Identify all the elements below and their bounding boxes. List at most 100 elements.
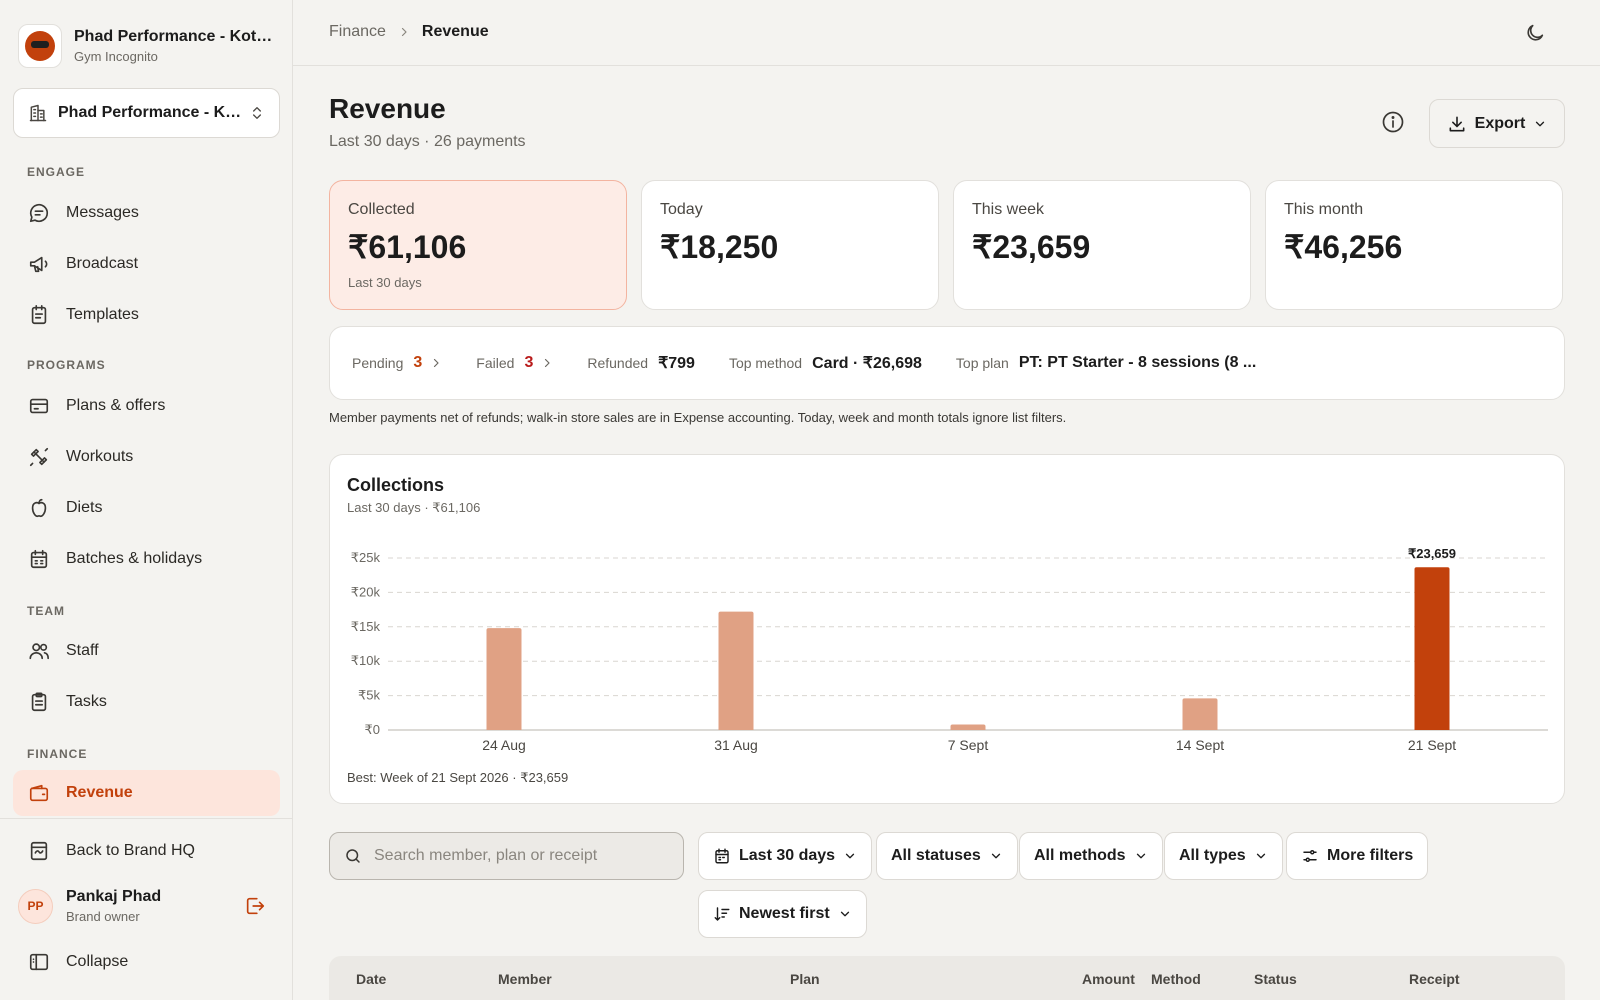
breadcrumb-finance[interactable]: Finance bbox=[329, 23, 386, 40]
sidebar-item-messages[interactable]: Messages bbox=[13, 190, 280, 236]
pending-summary[interactable]: Pending 3 bbox=[352, 354, 442, 372]
chevron-down-icon bbox=[1533, 117, 1547, 131]
moon-icon bbox=[1524, 22, 1546, 44]
page-title: Revenue bbox=[329, 93, 446, 124]
y-tick-label: ₹10k bbox=[351, 653, 381, 668]
user-name: Pankaj Phad bbox=[66, 888, 162, 905]
sidebar-item-broadcast[interactable]: Broadcast bbox=[13, 241, 280, 287]
column-header-member[interactable]: Member bbox=[498, 971, 552, 987]
user-profile: PP Pankaj Phad Brand owner bbox=[18, 886, 280, 926]
failed-summary[interactable]: Failed 3 bbox=[476, 354, 553, 372]
info-button[interactable] bbox=[1379, 108, 1407, 136]
breadcrumb-revenue: Revenue bbox=[421, 23, 489, 40]
collections-chart-card: ₹0 ₹5k ₹10k ₹15k ₹20k ₹25k 24 Aug 31 Aug 7 Sept 1… bbox=[329, 454, 1565, 804]
search-input[interactable] bbox=[374, 847, 664, 865]
sidebar-item-templates[interactable]: Templates bbox=[13, 292, 280, 338]
more-filters-button[interactable]: More filters bbox=[1286, 832, 1429, 880]
type-filter[interactable]: All types bbox=[1164, 832, 1283, 880]
back-to-hq-link[interactable]: Back to Brand HQ bbox=[13, 828, 280, 874]
status-filter[interactable]: All statuses bbox=[876, 832, 1018, 880]
user-role: Brand owner bbox=[66, 909, 140, 924]
top-method-summary: Top method Card · ₹26,698 bbox=[729, 353, 922, 373]
date-range-filter[interactable]: Last 30 days bbox=[698, 832, 873, 880]
top-method-value: Card · ₹26,698 bbox=[812, 355, 922, 372]
template-icon bbox=[28, 304, 50, 326]
chevron-right-icon bbox=[541, 357, 553, 369]
stat-label: Today bbox=[660, 201, 703, 218]
sidebar-item-tasks[interactable]: Tasks bbox=[13, 679, 280, 725]
search-field[interactable] bbox=[329, 832, 684, 880]
theme-toggle-button[interactable] bbox=[1520, 18, 1550, 48]
info-icon bbox=[1381, 110, 1405, 134]
sort-select[interactable]: Newest first bbox=[698, 890, 867, 938]
status-filter-label: All statuses bbox=[891, 847, 981, 864]
column-header-receipt[interactable]: Receipt bbox=[1409, 971, 1460, 987]
sidebar-item-label: Batches & holidays bbox=[66, 550, 203, 567]
collections-chart: ₹0 ₹5k ₹10k ₹15k ₹20k ₹25k 24 Aug 31 Aug 7 Sept 1… bbox=[351, 546, 1548, 753]
column-header-amount[interactable]: Amount bbox=[1082, 971, 1135, 987]
y-tick-label: ₹0 bbox=[364, 722, 380, 737]
data-label: ₹23,659 bbox=[1408, 546, 1456, 561]
stat-label: This week bbox=[972, 201, 1045, 218]
sidebar-item-workouts[interactable]: Workouts bbox=[13, 434, 280, 480]
date-range-label: Last 30 days bbox=[739, 847, 836, 864]
export-button[interactable]: Export bbox=[1429, 99, 1565, 148]
sidebar-item-staff[interactable]: Staff bbox=[13, 628, 280, 674]
collapse-button[interactable]: Collapse bbox=[13, 939, 280, 985]
refunded-summary: Refunded ₹799 bbox=[587, 353, 695, 373]
y-tick-label: ₹25k bbox=[351, 550, 381, 565]
section-label-programs: PROGRAMS bbox=[27, 358, 106, 372]
method-filter-label: All methods bbox=[1034, 847, 1126, 864]
x-tick-label: 14 Sept bbox=[1176, 737, 1224, 753]
stat-note: Last 30 days bbox=[348, 275, 422, 290]
download-icon bbox=[1447, 114, 1467, 134]
chevron-right-icon bbox=[430, 357, 442, 369]
org-header[interactable]: Phad Performance - Kothrud Gym Incognito bbox=[18, 24, 280, 68]
stat-label: Collected bbox=[348, 201, 415, 218]
breadcrumb: Finance Revenue bbox=[329, 23, 489, 41]
payments-table-header: Date Member Plan Amount Method Status Re… bbox=[329, 956, 1565, 1000]
column-header-status[interactable]: Status bbox=[1254, 971, 1297, 987]
logout-icon[interactable] bbox=[244, 895, 266, 917]
chevron-down-icon bbox=[843, 849, 857, 863]
x-tick-label: 31 Aug bbox=[714, 737, 758, 753]
apple-icon bbox=[28, 497, 50, 519]
stat-card-collected[interactable]: Collected ₹61,106 Last 30 days bbox=[329, 180, 627, 310]
sidebar-item-diets[interactable]: Diets bbox=[13, 485, 280, 531]
bar bbox=[950, 724, 986, 730]
clipboard-icon bbox=[28, 691, 50, 713]
branch-selector[interactable]: Phad Performance - Kothrud bbox=[13, 88, 280, 138]
sidebar-item-label: Plans & offers bbox=[66, 397, 166, 414]
bar bbox=[1182, 698, 1218, 730]
stat-value: ₹61,106 bbox=[348, 229, 467, 265]
sidebar-collapse-icon bbox=[28, 951, 50, 973]
section-label-finance: FINANCE bbox=[27, 747, 88, 761]
org-name: Phad Performance - Kothrud bbox=[74, 28, 274, 45]
sidebar-item-label: Templates bbox=[66, 306, 139, 323]
back-to-hq-label: Back to Brand HQ bbox=[66, 842, 195, 859]
search-icon bbox=[344, 847, 362, 865]
pending-label: Pending bbox=[352, 355, 404, 371]
bar-highlight bbox=[1414, 567, 1450, 730]
export-label: Export bbox=[1474, 114, 1526, 132]
dumbbell-icon bbox=[28, 446, 50, 468]
sidebar-item-batches[interactable]: Batches & holidays bbox=[13, 536, 280, 582]
column-header-date[interactable]: Date bbox=[356, 971, 387, 987]
column-header-method[interactable]: Method bbox=[1151, 971, 1201, 987]
y-tick-label: ₹5k bbox=[358, 688, 381, 703]
stat-value: ₹23,659 bbox=[972, 229, 1091, 265]
refunded-label: Refunded bbox=[587, 355, 649, 371]
summary-strip: Pending 3 Failed 3 Refunded ₹799 Top met… bbox=[329, 326, 1565, 400]
calendar-icon bbox=[28, 548, 50, 570]
method-filter[interactable]: All methods bbox=[1019, 832, 1163, 880]
chevron-up-down-icon bbox=[249, 105, 265, 121]
sidebar-item-revenue[interactable]: Revenue bbox=[13, 770, 280, 816]
chart-title: Collections bbox=[347, 475, 445, 495]
sidebar-item-label: Revenue bbox=[66, 784, 133, 801]
column-header-plan[interactable]: Plan bbox=[790, 971, 820, 987]
sidebar-item-plans[interactable]: Plans & offers bbox=[13, 383, 280, 429]
bar bbox=[486, 628, 522, 730]
stat-value: ₹46,256 bbox=[1284, 229, 1403, 265]
sidebar-item-label: Diets bbox=[66, 499, 103, 516]
megaphone-icon bbox=[28, 253, 50, 275]
